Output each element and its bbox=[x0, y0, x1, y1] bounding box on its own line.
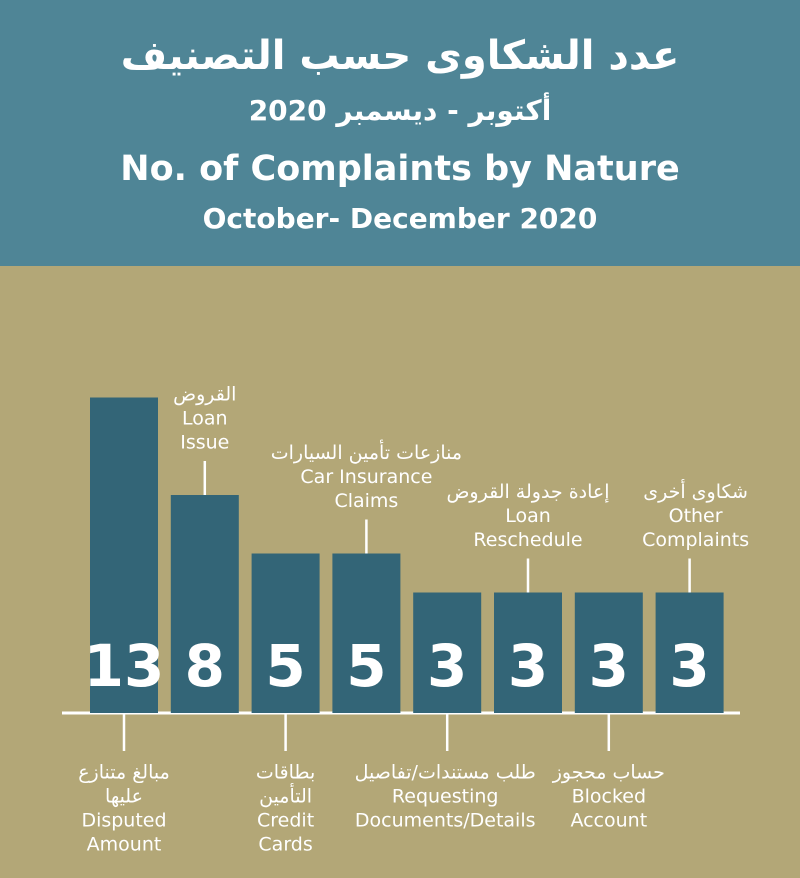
category-label: Documents/Details bbox=[355, 810, 536, 832]
bar bbox=[332, 553, 401, 713]
bar bbox=[494, 592, 562, 713]
category-label: القروض bbox=[173, 384, 236, 406]
bar bbox=[90, 397, 158, 713]
category-label: Other bbox=[669, 505, 723, 527]
category-label: Car Insurance bbox=[300, 466, 432, 488]
category-label: Cards bbox=[258, 834, 312, 856]
value-label: 3 bbox=[589, 632, 629, 700]
category-label: عليها bbox=[105, 786, 143, 808]
category-label: Loan bbox=[505, 505, 551, 527]
bar bbox=[170, 495, 239, 713]
chart-title: No. of Complaints by Nature bbox=[120, 149, 679, 189]
category-label: Reschedule bbox=[473, 529, 582, 551]
category-label: Issue bbox=[180, 432, 229, 454]
header-band bbox=[0, 0, 800, 266]
value-label: 8 bbox=[185, 632, 225, 700]
value-label: 3 bbox=[508, 632, 548, 700]
category-label: منازعات تأمين السيارات bbox=[271, 439, 462, 464]
value-label: 5 bbox=[346, 632, 386, 700]
category-label: إعادة جدولة القروض bbox=[446, 481, 609, 504]
chart-subtitle: October- December 2020 bbox=[203, 202, 598, 235]
category-label: Requesting bbox=[392, 786, 499, 808]
bar bbox=[655, 592, 724, 713]
category-label: Claims bbox=[334, 490, 398, 512]
category-label: Complaints bbox=[642, 529, 749, 551]
value-label: 13 bbox=[84, 632, 165, 700]
category-label: Loan bbox=[182, 408, 228, 430]
bar bbox=[413, 592, 482, 713]
title-arabic: عدد الشكاوى حسب التصنيف bbox=[121, 33, 680, 79]
category-label: بطاقات bbox=[256, 762, 315, 784]
category-label: شكاوى أخرى bbox=[643, 479, 748, 503]
value-label: 3 bbox=[669, 632, 709, 700]
category-label: طلب مستندات/تفاصيل bbox=[355, 762, 536, 784]
category-label: حساب محجوز bbox=[552, 762, 665, 784]
bar bbox=[574, 592, 643, 713]
category-label: التأمين bbox=[259, 783, 312, 808]
category-label: Credit bbox=[257, 810, 314, 832]
bar bbox=[251, 553, 320, 713]
value-label: 5 bbox=[265, 632, 305, 700]
category-label: Amount bbox=[87, 834, 162, 856]
category-label: Blocked bbox=[572, 786, 646, 808]
category-label: Disputed bbox=[81, 810, 166, 832]
subtitle-arabic: أكتوبر - ديسمبر 2020 bbox=[249, 92, 552, 127]
category-label: مبالغ متنازع bbox=[78, 762, 170, 784]
value-label: 3 bbox=[427, 632, 467, 700]
category-label: Account bbox=[570, 810, 647, 832]
